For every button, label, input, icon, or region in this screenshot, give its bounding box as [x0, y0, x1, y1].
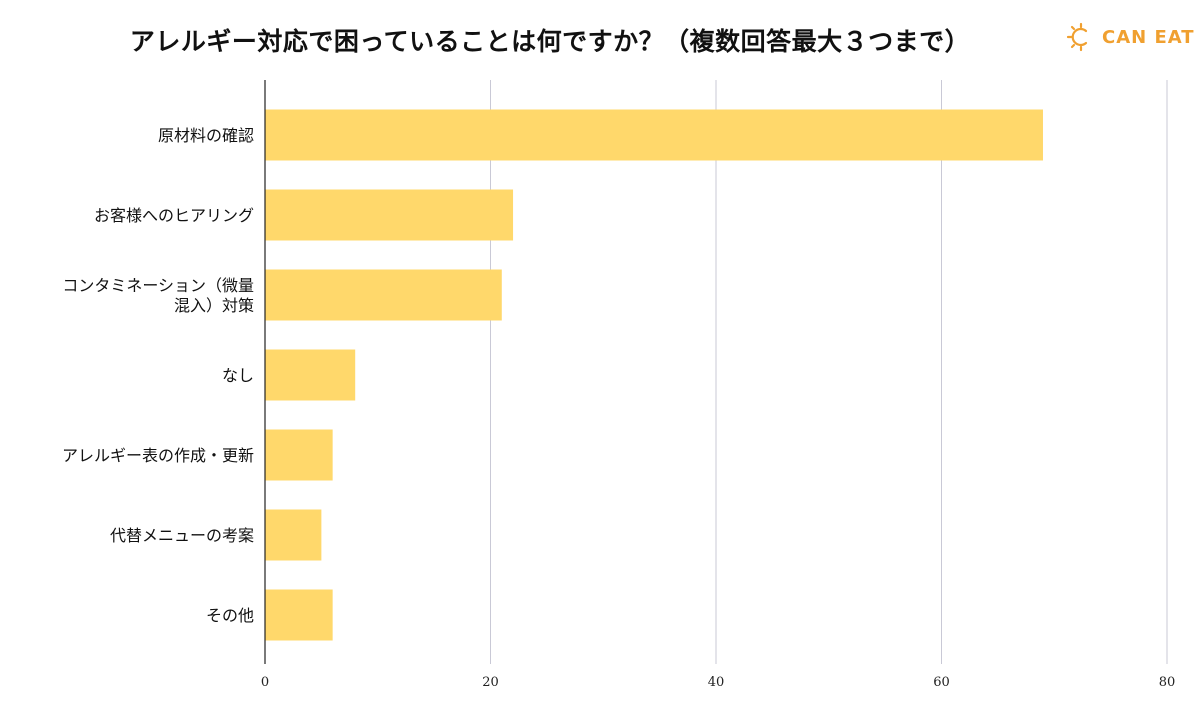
brand-name: CAN EAT: [1102, 26, 1195, 48]
bars: [265, 109, 1043, 641]
bar: [265, 189, 514, 241]
bar: [265, 429, 333, 481]
bar: [265, 269, 502, 321]
category-labels: 原材料の確認お客様へのヒアリングコンタミネーション（微量混入）対策なしアレルギー…: [62, 126, 254, 625]
bar: [265, 349, 356, 401]
bar: [265, 509, 322, 561]
category-label: 代替メニューの考案: [110, 526, 254, 545]
category-label: コンタミネーション（微量混入）対策: [62, 276, 254, 315]
gridlines: [490, 80, 1168, 664]
bar: [265, 109, 1043, 161]
x-tick-label: 0: [261, 675, 269, 690]
x-tick-label: 60: [933, 675, 950, 690]
category-label: なし: [222, 366, 254, 385]
x-tick-label: 20: [482, 675, 499, 690]
category-label: その他: [206, 606, 254, 625]
x-tick-label: 80: [1159, 675, 1176, 690]
category-label: アレルギー表の作成・更新: [62, 446, 254, 465]
chart-title: アレルギー対応で困っていることは何ですか？（複数回答最大３つまで）: [129, 27, 971, 56]
category-label: 原材料の確認: [158, 126, 254, 145]
category-label: お客様へのヒアリング: [94, 206, 254, 225]
x-axis-ticks: 0 20 40 60 80: [261, 675, 1175, 690]
sun-logo-icon: [1066, 22, 1088, 52]
brand-logo: CAN EAT: [1066, 22, 1195, 52]
bar: [265, 589, 333, 641]
x-tick-label: 40: [708, 675, 725, 690]
